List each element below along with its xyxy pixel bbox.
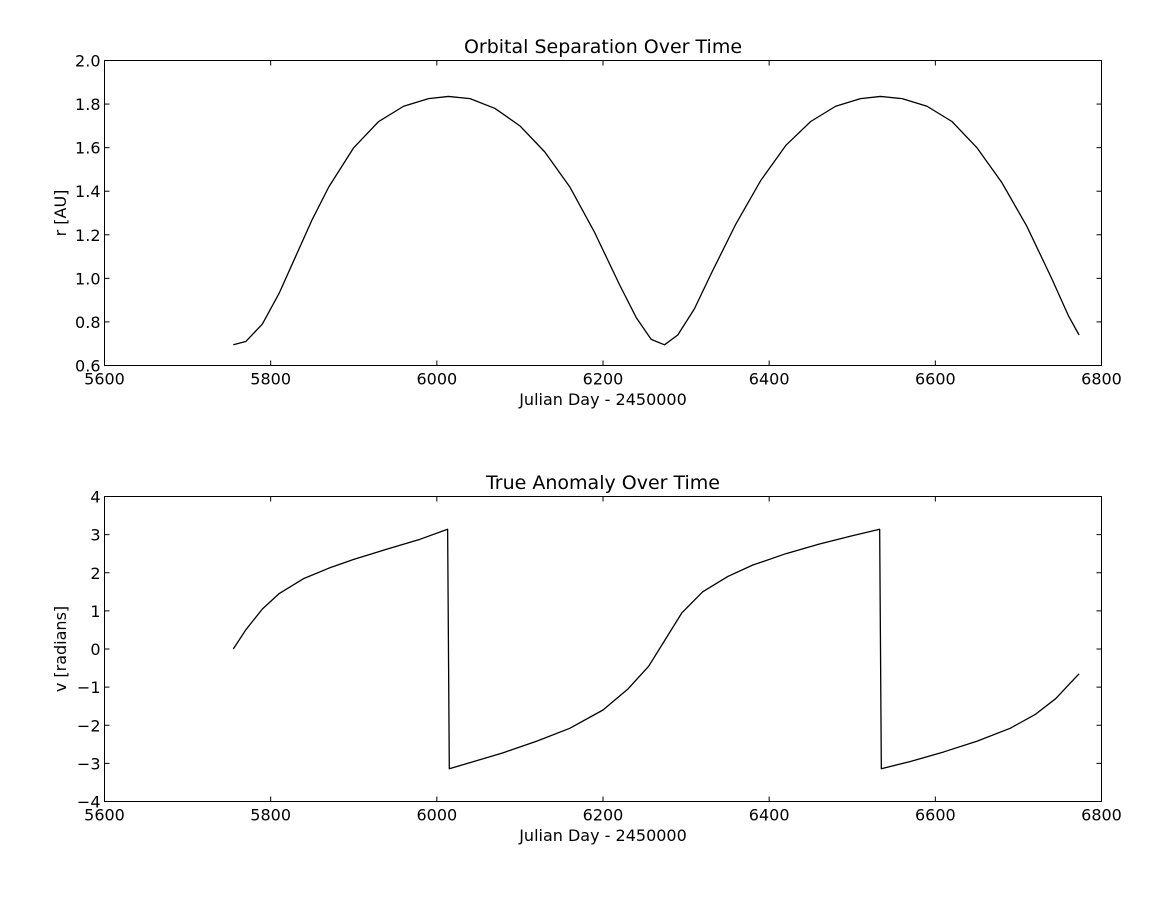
x-tick-label: 6000 xyxy=(416,370,457,389)
y-tick-label: −1 xyxy=(77,678,101,697)
y-tick-label: 1.4 xyxy=(75,182,100,201)
x-tick-label: 6600 xyxy=(915,806,956,825)
x-tick-label: 6200 xyxy=(583,806,624,825)
y-tick-label: 1 xyxy=(90,602,100,621)
x-tick-label: 5800 xyxy=(250,806,291,825)
y-tick-label: −4 xyxy=(77,793,101,812)
series-line-0 xyxy=(233,95,1080,346)
y-tick-label: −2 xyxy=(77,716,101,735)
y-axis-ticks: 0.6 0.8 1.0 1.2 1.4 1.6 1.8 2.0 xyxy=(75,52,1102,376)
chart-title: True Anomaly Over Time xyxy=(485,472,720,494)
x-tick-label: 5600 xyxy=(84,370,125,389)
x-tick-label: 6000 xyxy=(416,806,457,825)
plot-area xyxy=(232,528,1080,770)
y-tick-label: 1.8 xyxy=(75,95,100,114)
x-tick-label: 6400 xyxy=(749,370,790,389)
y-tick-label: 3 xyxy=(90,526,100,545)
x-tick-label: 6800 xyxy=(1081,370,1122,389)
y-tick-label: 2 xyxy=(90,564,100,583)
chart-title: Orbital Separation Over Time xyxy=(464,36,742,58)
x-axis-ticks: 5600 5800 6000 6200 6400 6600 6800 xyxy=(84,496,1122,825)
chart-true-anomaly: True Anomaly Over Time 5600 5800 6000 6200 6… xyxy=(51,472,1122,845)
y-tick-label: 1.2 xyxy=(75,226,100,245)
y-tick-label: 1.6 xyxy=(75,139,100,158)
y-tick-label: 0.6 xyxy=(75,357,100,376)
y-tick-label: 4 xyxy=(90,488,100,507)
y-tick-label: 0 xyxy=(90,640,100,659)
x-tick-label: 6800 xyxy=(1081,806,1122,825)
x-tick-label: 5600 xyxy=(84,806,125,825)
x-axis-ticks: 5600 5800 6000 6200 6400 6600 6800 xyxy=(84,60,1122,389)
y-tick-label: 0.8 xyxy=(75,313,100,332)
x-tick-label: 6200 xyxy=(583,370,624,389)
y-tick-label: 2.0 xyxy=(75,52,100,71)
chart-orbital-separation: Orbital Separation Over Time 5600 5800 600… xyxy=(51,36,1122,409)
y-axis-label: r [AU] xyxy=(51,190,70,237)
y-axis-ticks: −4 −3 −2 −1 0 1 2 3 4 xyxy=(77,488,1102,812)
x-axis-label: Julian Day - 2450000 xyxy=(518,390,687,409)
plot-area xyxy=(233,95,1080,346)
x-tick-label: 6600 xyxy=(915,370,956,389)
y-tick-label: −3 xyxy=(77,754,101,773)
x-tick-label: 6400 xyxy=(749,806,790,825)
x-axis-label: Julian Day - 2450000 xyxy=(518,826,687,845)
y-tick-label: 1.0 xyxy=(75,269,100,288)
series-line-0 xyxy=(232,528,1080,770)
y-axis-label: v [radians] xyxy=(51,606,70,692)
x-tick-label: 5800 xyxy=(250,370,291,389)
